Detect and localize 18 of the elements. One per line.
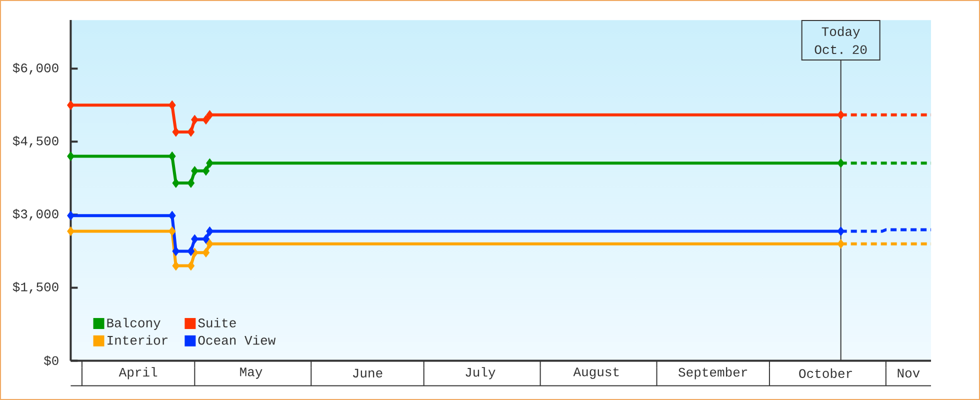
- x-tick-label: April: [118, 367, 158, 380]
- y-tick-label: $3,000: [12, 208, 58, 221]
- x-tick-label: July: [466, 367, 496, 380]
- x-tick-label: May: [240, 368, 262, 379]
- y-tick-label: $0: [44, 356, 58, 366]
- legend-label: Balcony: [107, 318, 160, 330]
- legend-label: Suite: [198, 318, 236, 328]
- y-tick-label: $6,000: [12, 62, 58, 75]
- ref-line-label: Today Oct. 20: [814, 26, 867, 54]
- x-tick-label: October: [799, 368, 852, 378]
- x-tick-label: June: [353, 368, 382, 378]
- legend-label: Interior: [108, 335, 168, 345]
- x-tick-label: September: [678, 367, 748, 380]
- x-tick-label: Nov: [898, 368, 920, 378]
- y-tick-label: $4,500: [12, 136, 58, 148]
- y-tick-label: $1,500: [12, 282, 58, 294]
- x-tick-label: August: [573, 368, 619, 379]
- legend-label: Ocean View: [198, 335, 276, 345]
